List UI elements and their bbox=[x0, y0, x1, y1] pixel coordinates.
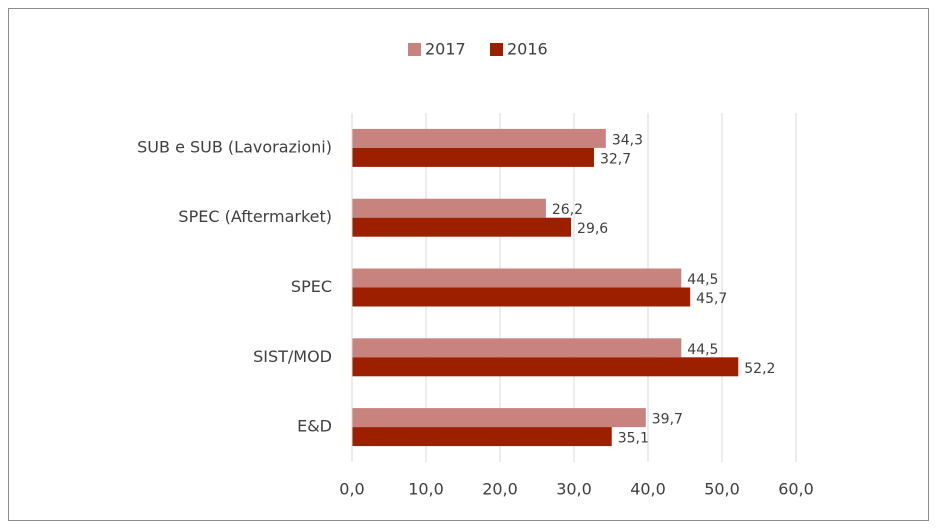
x-tick-label: 40,0 bbox=[630, 480, 666, 499]
bar bbox=[352, 338, 682, 358]
bar bbox=[352, 427, 612, 447]
y-tick-label: E&D bbox=[297, 417, 332, 436]
bar bbox=[352, 268, 682, 288]
legend-swatch bbox=[490, 43, 503, 56]
value-label: 26,2 bbox=[552, 202, 583, 218]
value-label: 35,1 bbox=[618, 431, 649, 447]
value-label: 52,2 bbox=[744, 361, 775, 377]
value-label: 32,7 bbox=[600, 151, 631, 167]
x-tick-label: 60,0 bbox=[778, 480, 814, 499]
bar bbox=[352, 287, 691, 307]
legend-swatch bbox=[408, 43, 421, 56]
x-tick-label: 50,0 bbox=[704, 480, 740, 499]
value-label: 44,5 bbox=[687, 342, 718, 358]
value-label: 44,5 bbox=[687, 272, 718, 288]
legend-label: 2016 bbox=[507, 40, 548, 59]
y-tick-label: SPEC (Aftermarket) bbox=[178, 207, 332, 226]
value-label: 29,6 bbox=[577, 221, 608, 237]
bar bbox=[352, 217, 572, 237]
y-tick-label: SPEC bbox=[291, 277, 332, 296]
bar bbox=[352, 198, 546, 218]
bar bbox=[352, 128, 606, 148]
bar bbox=[352, 408, 646, 428]
legend-label: 2017 bbox=[425, 40, 466, 59]
x-tick-label: 0,0 bbox=[339, 480, 364, 499]
x-tick-label: 10,0 bbox=[408, 480, 444, 499]
x-tick-label: 20,0 bbox=[482, 480, 518, 499]
y-tick-label: SIST/MOD bbox=[253, 347, 332, 366]
value-label: 39,7 bbox=[652, 412, 683, 428]
bar bbox=[352, 147, 594, 167]
x-tick-label: 30,0 bbox=[556, 480, 592, 499]
bar bbox=[352, 357, 739, 377]
value-label: 45,7 bbox=[696, 291, 727, 307]
value-label: 34,3 bbox=[612, 132, 643, 148]
y-tick-label: SUB e SUB (Lavorazioni) bbox=[137, 137, 332, 156]
